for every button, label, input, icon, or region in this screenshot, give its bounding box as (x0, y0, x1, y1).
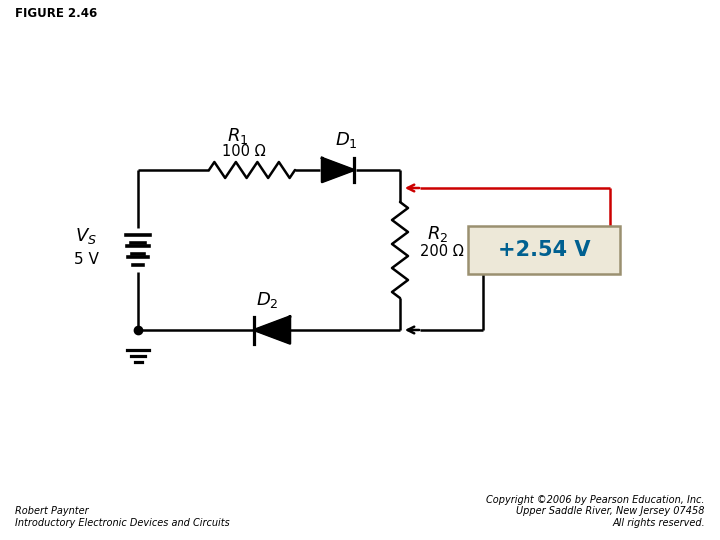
Text: 200 Ω: 200 Ω (420, 245, 464, 260)
Text: $\mathit{R_2}$: $\mathit{R_2}$ (428, 224, 449, 244)
Text: 100 Ω: 100 Ω (222, 145, 266, 159)
Text: $\mathit{D_1}$: $\mathit{D_1}$ (335, 130, 357, 150)
Text: +2.54 V: +2.54 V (498, 240, 590, 260)
Polygon shape (322, 158, 354, 182)
Text: $\mathit{R_1}$: $\mathit{R_1}$ (228, 126, 248, 146)
Text: Robert Paynter
Introductory Electronic Devices and Circuits: Robert Paynter Introductory Electronic D… (15, 507, 230, 528)
Text: $\mathit{D_2}$: $\mathit{D_2}$ (256, 290, 279, 310)
Polygon shape (254, 316, 290, 343)
Text: 5 V: 5 V (73, 253, 99, 267)
Text: FIGURE 2.46: FIGURE 2.46 (15, 7, 97, 20)
Text: $\mathit{V_S}$: $\mathit{V_S}$ (75, 226, 97, 246)
Text: Copyright ©2006 by Pearson Education, Inc.
Upper Saddle River, New Jersey 07458
: Copyright ©2006 by Pearson Education, In… (487, 495, 705, 528)
FancyBboxPatch shape (468, 226, 620, 274)
